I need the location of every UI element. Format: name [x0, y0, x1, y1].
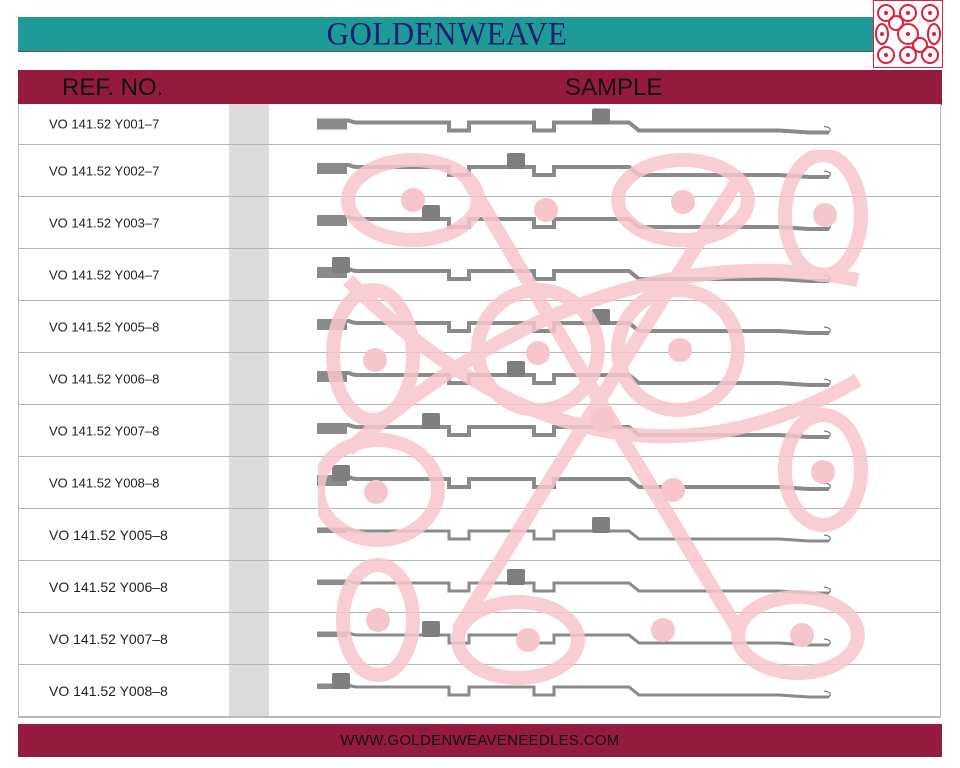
- needle-base: [317, 320, 347, 330]
- needle-butt: [592, 309, 610, 325]
- needle-sample-image: [317, 257, 831, 283]
- needle-hook: [823, 690, 831, 698]
- needle-butt: [332, 257, 350, 273]
- needle-sample-image: [317, 413, 831, 439]
- title-bar: GOLDENWEAVE: [18, 15, 876, 52]
- needle-base: [317, 528, 347, 533]
- table-row: VO 141.52 Y005–8: [19, 301, 940, 353]
- ref-number: VO 141.52 Y007–8: [49, 423, 160, 438]
- shaded-column: [229, 104, 269, 717]
- needle-table: VO 141.52 Y001–7 VO 141.52 Y002–7 VO 141.5…: [18, 104, 941, 718]
- table-row: VO 141.52 Y001–7: [19, 104, 940, 145]
- ref-number: VO 141.52 Y006–8: [49, 371, 160, 386]
- needle-base: [317, 216, 347, 226]
- table-row: VO 141.52 Y002–7: [19, 145, 940, 197]
- table-row: VO 141.52 Y007–8: [19, 405, 940, 457]
- footer-bar: WWW.GOLDENWEAVENEEDLES.COM: [18, 724, 942, 757]
- ref-number: VO 141.52 Y007–8: [49, 630, 168, 647]
- needle-base: [317, 268, 347, 278]
- needle-butt: [592, 108, 610, 125]
- needle-base: [317, 632, 347, 637]
- table-row: VO 141.52 Y003–7: [19, 197, 940, 249]
- needle-shank: [317, 683, 829, 699]
- needle-sample-image: [317, 108, 831, 135]
- needle-hook: [823, 125, 831, 133]
- needle-shank: [317, 527, 829, 543]
- needle-butt: [507, 361, 525, 377]
- needle-butt: [422, 205, 440, 221]
- needle-shank: [317, 118, 829, 135]
- needle-shank: [317, 267, 829, 283]
- brand-title: GOLDENWEAVE: [326, 15, 568, 52]
- ref-number: VO 141.52 Y005–8: [49, 526, 168, 543]
- needle-shank: [317, 319, 829, 335]
- needle-sample-image: [317, 569, 831, 595]
- website-link[interactable]: WWW.GOLDENWEAVENEEDLES.COM: [340, 732, 620, 749]
- needle-shank: [317, 215, 829, 231]
- brand-logo: [873, 0, 943, 68]
- ref-number: VO 141.52 Y002–7: [49, 163, 160, 178]
- table-row: VO 141.52 Y007–8: [19, 613, 940, 665]
- needle-butt: [422, 413, 440, 429]
- needle-sample-image: [317, 673, 831, 699]
- needle-base: [317, 372, 347, 382]
- ref-number: VO 141.52 Y004–7: [49, 267, 160, 282]
- needle-shank: [317, 423, 829, 439]
- column-header-ref: REF. NO.: [62, 74, 164, 101]
- needle-base: [317, 424, 347, 434]
- needle-butt: [422, 621, 440, 637]
- table-header: REF. NO. SAMPLE: [18, 70, 942, 105]
- table-row: VO 141.52 Y004–7: [19, 249, 940, 301]
- needle-shank: [317, 371, 829, 387]
- needle-sample-image: [317, 309, 831, 335]
- needle-butt: [332, 465, 350, 481]
- needle-base: [317, 580, 347, 585]
- needle-sample-image: [317, 205, 831, 231]
- table-row: VO 141.52 Y005–8: [19, 509, 940, 561]
- needle-sample-image: [317, 621, 831, 647]
- needle-shank: [317, 163, 829, 179]
- needle-base: [317, 164, 347, 174]
- ref-number: VO 141.52 Y003–7: [49, 215, 160, 230]
- table-row: VO 141.52 Y006–8: [19, 353, 940, 405]
- ref-number: VO 141.52 Y001–7: [49, 116, 160, 132]
- table-row: VO 141.52 Y008–8: [19, 665, 940, 717]
- needle-base: [317, 119, 347, 130]
- needle-sample-image: [317, 361, 831, 387]
- needle-butt: [507, 153, 525, 169]
- needle-butt: [507, 569, 525, 585]
- needle-butt: [592, 517, 610, 533]
- needle-butt: [332, 673, 350, 689]
- table-row: VO 141.52 Y006–8: [19, 561, 940, 613]
- needle-sample-image: [317, 517, 831, 543]
- ref-number: VO 141.52 Y008–8: [49, 475, 160, 490]
- ref-number: VO 141.52 Y005–8: [49, 319, 160, 334]
- needle-shank: [317, 631, 829, 647]
- ref-number: VO 141.52 Y008–8: [49, 682, 168, 699]
- table-row: VO 141.52 Y008–8: [19, 457, 940, 509]
- needle-shank: [317, 579, 829, 595]
- needle-sample-image: [317, 153, 831, 179]
- column-header-sample: SAMPLE: [565, 74, 663, 101]
- needle-sample-image: [317, 465, 831, 491]
- ref-number: VO 141.52 Y006–8: [49, 578, 168, 595]
- needle-shank: [317, 475, 829, 491]
